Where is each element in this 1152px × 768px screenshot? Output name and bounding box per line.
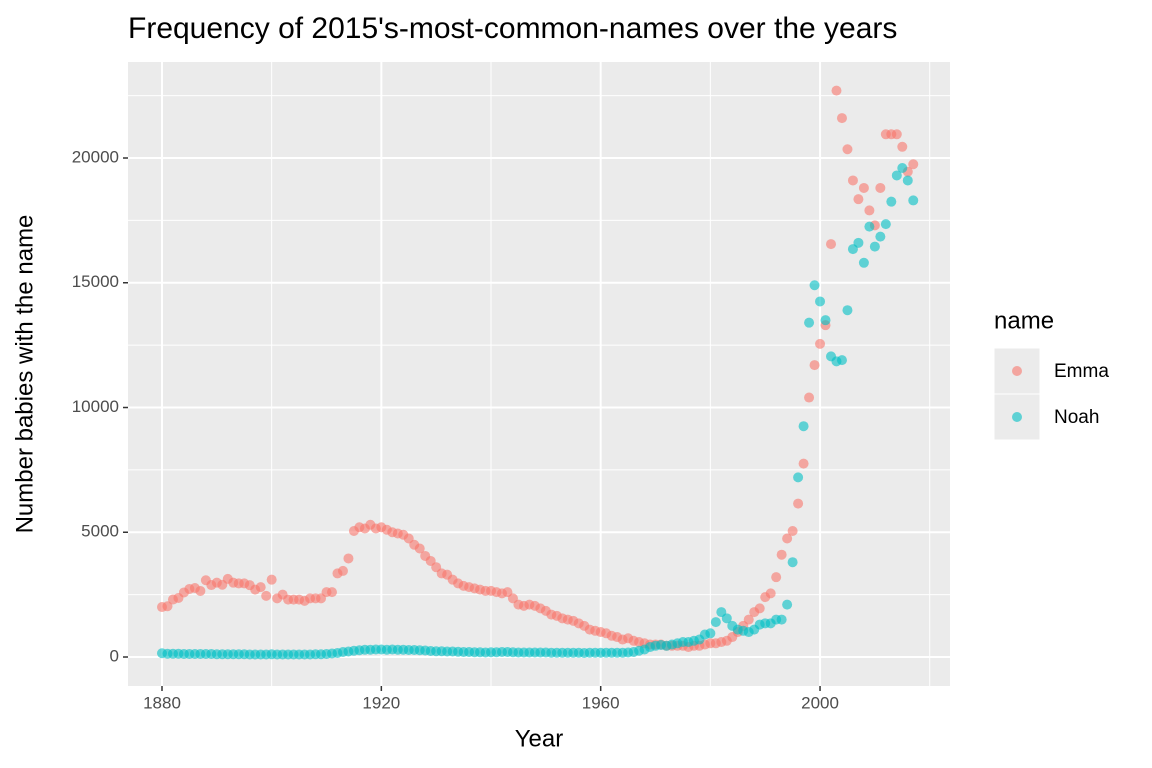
point xyxy=(891,129,902,140)
y-tick-label: 10000 xyxy=(72,397,119,416)
legend-marker xyxy=(1012,366,1022,376)
point xyxy=(793,472,804,483)
point xyxy=(869,241,880,252)
legend-marker xyxy=(1012,412,1022,422)
point xyxy=(842,305,853,316)
point xyxy=(793,498,804,509)
point xyxy=(721,613,732,624)
point xyxy=(908,195,919,206)
point xyxy=(787,557,798,568)
panel xyxy=(128,62,950,686)
point xyxy=(782,599,793,610)
point xyxy=(266,574,277,585)
chart-title: Frequency of 2015's-most-common-names ov… xyxy=(128,12,897,45)
point xyxy=(782,533,793,544)
y-tick-label: 15000 xyxy=(72,272,119,291)
point xyxy=(776,614,787,625)
point xyxy=(326,587,337,598)
point xyxy=(705,628,716,639)
point xyxy=(343,553,354,564)
point xyxy=(804,317,815,328)
point xyxy=(902,175,913,186)
point xyxy=(337,565,348,576)
point xyxy=(826,239,837,250)
point xyxy=(754,603,765,614)
point xyxy=(847,175,858,186)
point xyxy=(815,296,826,307)
point xyxy=(897,141,908,152)
y-tick-label: 0 xyxy=(110,646,119,665)
point xyxy=(765,588,776,599)
legend-label: Noah xyxy=(1054,407,1099,428)
point xyxy=(880,219,891,230)
x-axis-title: Year xyxy=(515,725,564,752)
x-tick-label: 1920 xyxy=(362,693,400,712)
point xyxy=(886,196,897,207)
point xyxy=(815,338,826,349)
point xyxy=(891,170,902,181)
point xyxy=(798,421,809,432)
x-tick-label: 2000 xyxy=(801,693,839,712)
point xyxy=(162,601,173,612)
point xyxy=(836,113,847,124)
point xyxy=(864,221,875,232)
point xyxy=(787,526,798,537)
point xyxy=(842,144,853,155)
point xyxy=(875,231,886,242)
point xyxy=(776,549,787,560)
legend-title: name xyxy=(994,307,1054,334)
x-tick-label: 1880 xyxy=(143,693,181,712)
point xyxy=(820,315,831,326)
point xyxy=(743,614,754,625)
point xyxy=(875,182,886,193)
x-tick-label: 1960 xyxy=(582,693,620,712)
point xyxy=(858,182,869,193)
point xyxy=(858,257,869,268)
point xyxy=(710,617,721,628)
y-axis-title: Number babies with the name xyxy=(11,215,38,534)
legend-label: Emma xyxy=(1054,361,1109,382)
point xyxy=(836,355,847,366)
point xyxy=(261,590,272,601)
point xyxy=(897,162,908,173)
point xyxy=(195,585,206,596)
points xyxy=(156,85,919,660)
point xyxy=(809,280,820,291)
y-tick-label: 5000 xyxy=(81,522,119,541)
point xyxy=(864,205,875,216)
legend: Emma Noah xyxy=(993,347,1109,441)
point xyxy=(853,237,864,248)
point xyxy=(798,458,809,469)
point xyxy=(809,360,820,371)
point xyxy=(853,194,864,205)
y-tick-label: 20000 xyxy=(72,147,119,166)
point xyxy=(771,572,782,583)
point xyxy=(804,392,815,403)
point xyxy=(255,582,266,593)
point xyxy=(414,543,425,554)
point xyxy=(831,85,842,96)
point xyxy=(908,159,919,170)
